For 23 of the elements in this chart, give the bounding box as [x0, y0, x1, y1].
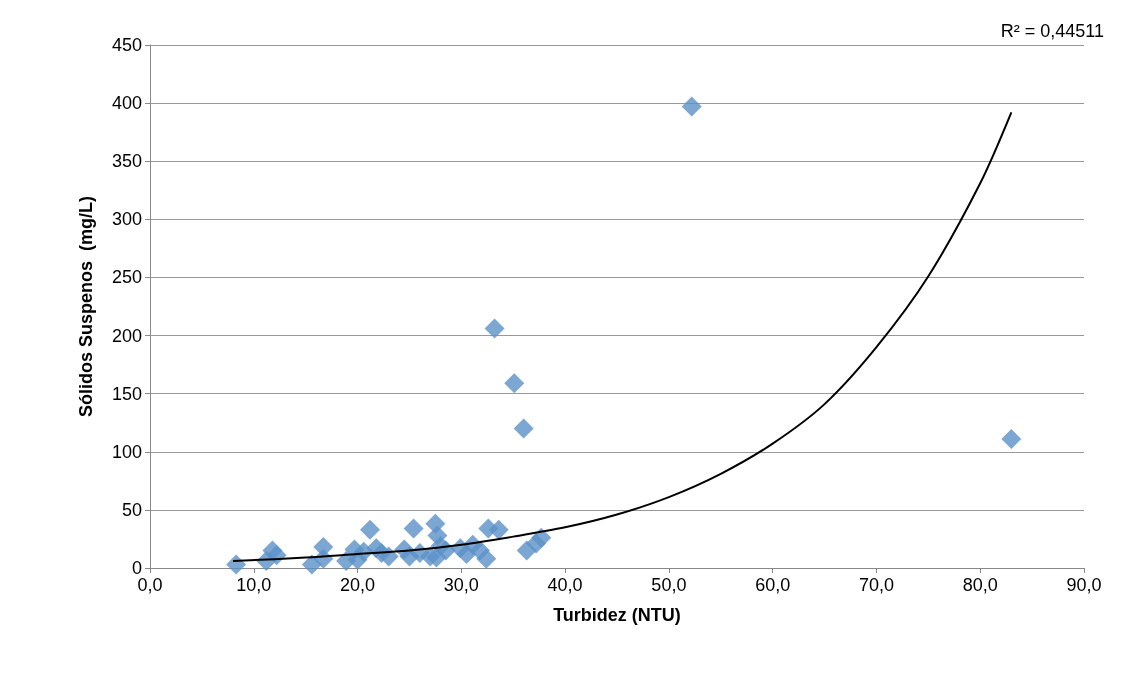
- x-tick-label: 0,0: [137, 575, 163, 595]
- y-tick-label: 100: [111, 441, 142, 462]
- x-tick-label: 20,0: [340, 575, 376, 595]
- x-tick-label: 40,0: [547, 575, 583, 595]
- y-tick-label: 250: [111, 267, 142, 288]
- y-tick-label: 0: [131, 558, 142, 578]
- y-tick-label: 50: [121, 499, 142, 520]
- y-tick-label: 450: [111, 35, 142, 55]
- x-tick-label: 50,0: [651, 575, 687, 595]
- y-tick-label: 150: [111, 383, 142, 404]
- y-tick-label: 350: [111, 151, 142, 172]
- x-tick-label: 60,0: [755, 575, 791, 595]
- y-tick-label: 400: [111, 93, 142, 114]
- text: R² = 0,44511: [1000, 21, 1105, 41]
- y-axis-title: Sólidos Suspenos (mg/L): [76, 195, 96, 418]
- x-tick-label: 90,0: [1066, 575, 1102, 595]
- x-tick-label: 70,0: [858, 575, 894, 595]
- x-tick-label: 80,0: [962, 575, 998, 595]
- y-tick-label: 300: [111, 209, 142, 230]
- x-axis-title: Turbidez (NTU): [553, 605, 681, 625]
- y-tick-label: 200: [111, 325, 142, 346]
- x-tick-label: 10,0: [236, 575, 272, 595]
- x-tick-label: 30,0: [443, 575, 479, 595]
